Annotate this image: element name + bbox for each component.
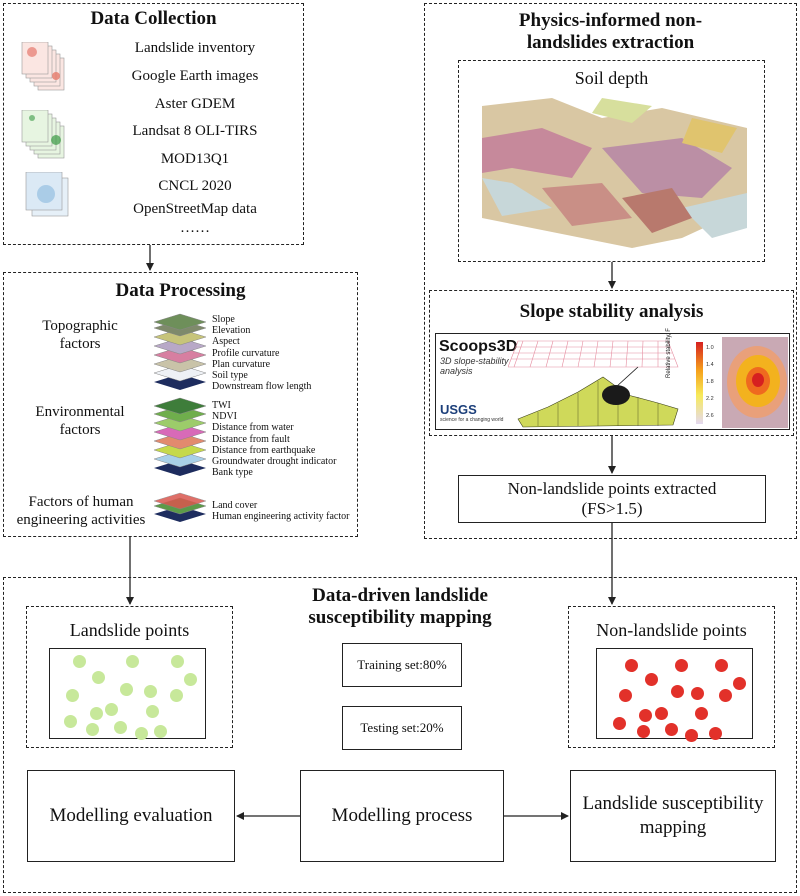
non-landslide-points-panel [596, 648, 753, 742]
topographic-layer-stack [150, 312, 210, 394]
data-collection-title: Data Collection [90, 8, 217, 29]
environmental-items: TWI NDVI Distance from water Distance fr… [212, 400, 337, 479]
non-landslide-point [691, 687, 704, 700]
topographic-label: Topographic factors [42, 318, 118, 352]
human-layer-stack [150, 492, 210, 526]
landslide-inventory-image-stack [20, 41, 80, 92]
scoops3d-grid-diagram [507, 337, 688, 429]
dc-item: …… [180, 220, 210, 236]
landslide-point [90, 707, 103, 720]
modelling-evaluation-box: Modelling evaluation [27, 770, 235, 862]
data-processing-box [3, 272, 358, 537]
landslide-point [105, 703, 118, 716]
testing-set-box: Testing set:20% [342, 706, 462, 750]
dc-item: OpenStreetMap data [133, 201, 257, 217]
non-landslide-point [637, 725, 650, 738]
non-landslide-point [613, 717, 626, 730]
landslide-point [64, 715, 77, 728]
non-landslide-points-title: Non-landslide points [596, 620, 747, 640]
soil-depth-box [458, 60, 765, 262]
environmental-layer-stack [150, 396, 210, 480]
scoops3d-subtitle: 3D slope-stability analysis [440, 356, 509, 376]
stability-colorbar [696, 342, 718, 424]
data-driven-box [3, 577, 797, 893]
landslide-point [86, 723, 99, 736]
non-landslide-point [665, 723, 678, 736]
dc-item: Landsat 8 OLI-TIRS [132, 123, 258, 139]
non-landslide-point [675, 659, 688, 672]
landslide-points-title: Landslide points [69, 620, 190, 640]
human-items: Land cover Human engineering activity fa… [212, 500, 350, 523]
scoops3d-panel: Scoops3D 3D slope-stability analysis USG… [435, 328, 790, 430]
landslide-point [92, 671, 105, 684]
environmental-label: Environmental factors [35, 404, 125, 438]
landslide-point [135, 727, 148, 740]
landslide-point [144, 685, 157, 698]
non-landslide-point [685, 729, 698, 742]
cncl-image-stack [24, 171, 74, 220]
data-collection-box [3, 3, 304, 245]
non-landslide-point [625, 659, 638, 672]
scoops3d-logo: Scoops3D [439, 338, 518, 355]
usgs-logo: USGS science for a changing world [440, 402, 504, 423]
non-landslide-point [671, 685, 684, 698]
data-processing-title: Data Processing [115, 280, 246, 301]
non-landslide-extracted-box: Non-landslide points extracted (FS>1.5) [458, 475, 766, 523]
slope-stability-title: Slope stability analysis [519, 301, 704, 322]
non-landslide-point [645, 673, 658, 686]
landsat-image-stack [20, 109, 80, 160]
landslide-point [114, 721, 127, 734]
modelling-process-box: Modelling process [300, 770, 504, 862]
non-landslide-point [639, 709, 652, 722]
stability-map [722, 337, 788, 428]
data-driven-title: Data-driven landslide susceptibility map… [308, 585, 492, 628]
landslide-point [120, 683, 133, 696]
dc-item: Aster GDEM [154, 96, 236, 112]
topographic-items: Slope Elevation Aspect Profile curvature… [212, 314, 312, 393]
landslide-point [154, 725, 167, 738]
physics-box [424, 3, 797, 539]
non-landslide-point [695, 707, 708, 720]
physics-title: Physics-informed non- landslides extract… [518, 10, 703, 53]
landslide-point [66, 689, 79, 702]
dc-item: CNCL 2020 [158, 178, 232, 194]
human-label: Factors of human engineering activities [16, 494, 146, 528]
soil-depth-map [482, 98, 747, 248]
colorbar-ticks: 1.0 1.4 1.8 2.2 2.6 [706, 345, 714, 419]
landslide-points-box [26, 606, 233, 748]
non-landslide-points-box [568, 606, 775, 748]
slope-stability-box [429, 290, 794, 436]
landslide-point [126, 655, 139, 668]
landslide-point [146, 705, 159, 718]
soil-depth-title: Soil depth [574, 68, 649, 88]
non-landslide-point [715, 659, 728, 672]
dc-item: Landslide inventory [134, 40, 256, 56]
dc-item: MOD13Q1 [160, 151, 230, 167]
landslide-point [73, 655, 86, 668]
non-landslide-point [719, 689, 732, 702]
landslide-point [170, 689, 183, 702]
susceptibility-mapping-box: Landslide susceptibility mapping [570, 770, 776, 862]
landslide-point [184, 673, 197, 686]
non-landslide-point [619, 689, 632, 702]
non-landslide-point [655, 707, 668, 720]
dc-item: Google Earth images [131, 68, 259, 84]
landslide-point [171, 655, 184, 668]
training-set-box: Training set:80% [342, 643, 462, 687]
non-landslide-point [709, 727, 722, 740]
non-landslide-point [733, 677, 746, 690]
landslide-points-panel [49, 648, 206, 740]
